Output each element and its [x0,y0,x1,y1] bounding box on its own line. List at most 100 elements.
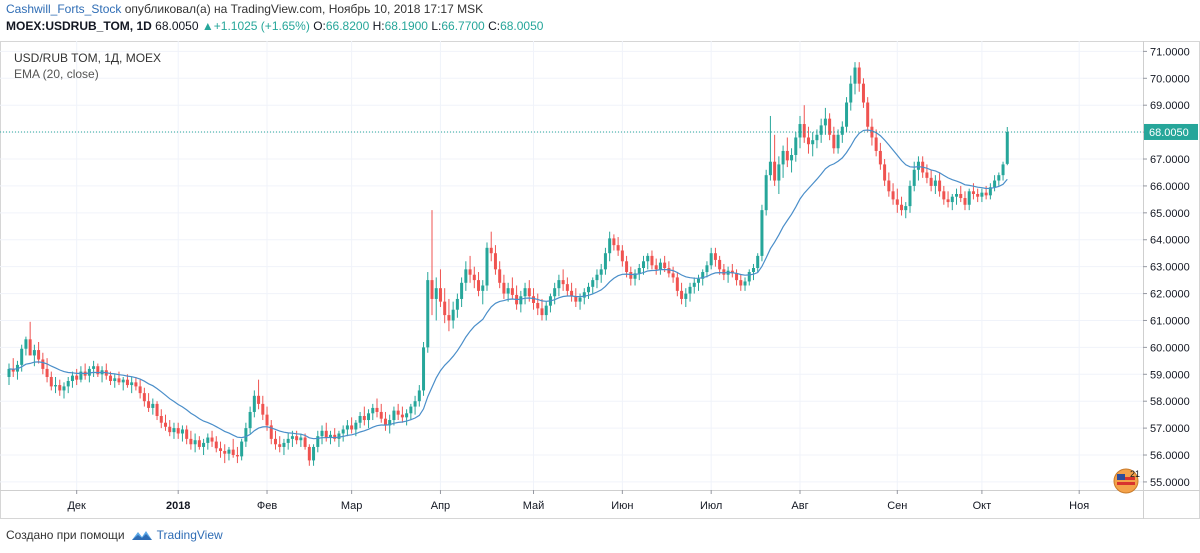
candle-body [642,261,645,268]
candle-body [324,430,328,438]
candle [519,290,523,313]
candle-body [891,191,895,200]
x-tick-label: 2018 [166,500,190,512]
candle [261,395,265,421]
candle-body [426,280,430,348]
candle-body [997,175,1001,181]
candlestick-chart[interactable]: 55.0000 56.0000 57.0000 58.0000 59.0000 60.00… [0,41,1200,519]
candle-body [417,390,421,402]
candle-body [557,280,561,289]
candle [836,129,840,154]
candle-body [303,437,307,447]
candle-body [388,420,392,426]
candle-body [1005,131,1009,164]
candle [295,430,299,445]
candle-body [785,150,789,161]
candle [658,258,662,275]
candle [345,420,349,437]
candle-body [747,272,751,282]
candle [7,363,11,386]
candle-body [257,395,261,404]
candle-body [383,418,387,426]
candle [684,288,688,308]
candle [358,411,362,429]
candle-body [536,302,540,309]
candle [257,379,261,410]
candle [299,433,303,447]
candle [147,393,151,412]
author-link[interactable]: Cashwill_Forts_Stock [6,2,122,16]
candle-body [498,269,502,283]
candle-body [950,196,954,203]
candle [993,175,997,192]
candle [307,444,311,466]
candle-body [540,308,544,316]
candle [955,188,959,205]
candle [849,75,853,111]
candle [608,231,612,262]
candle [629,266,633,286]
candle [117,371,121,386]
candle-body [760,210,764,256]
candle [172,422,176,439]
candle-body [58,385,62,391]
candle [197,436,201,450]
y-tick-label: 61.0000 [1150,315,1190,327]
candle-body [671,273,675,278]
candle [764,169,768,216]
tradingview-link[interactable]: TradingView [131,528,223,542]
candle-body [506,288,510,294]
candle [1001,161,1005,181]
candle-body [874,137,878,151]
candle-body [967,191,971,205]
candle [747,269,751,286]
candle-body [840,126,844,135]
candle-body [358,416,362,423]
candle-body [316,436,320,447]
x-tick-label: Дек [67,500,86,512]
candle-body [227,449,231,454]
indicator-legend[interactable]: EMA (20, close) [14,67,99,81]
candle [510,277,514,299]
candle [536,293,540,316]
y-tick-label: 56.0000 [1150,450,1190,462]
candle-body [45,368,49,377]
candle [303,433,307,450]
candle [92,360,96,377]
candle-body [134,382,138,387]
y-tick-label: 55.0000 [1150,477,1190,489]
candle-body [168,426,172,433]
candle-body [976,194,980,197]
x-tick-label: Ноя [1069,500,1089,512]
flag-badge-icon[interactable]: 21 [1110,466,1142,494]
candle [612,234,616,251]
candle-body [32,350,36,356]
candle-body [312,446,316,461]
candle [430,210,434,316]
candle-body [553,288,557,297]
candle [874,129,878,157]
candle-body [832,134,836,149]
candle-body [705,265,709,273]
candle-body [307,446,311,461]
candle [853,62,857,95]
candle-body [261,403,265,415]
candle [633,269,637,286]
candle-body [963,198,967,205]
high-label: H: [372,19,385,33]
candle-body [328,434,332,438]
x-tick-label: Май [523,500,545,512]
candle-body [582,292,586,298]
low-label: L: [431,19,442,33]
candle-body [730,270,734,274]
candle [151,398,155,415]
candle-body [988,187,992,196]
candle [219,441,222,458]
y-tick-label: 64.0000 [1150,235,1190,247]
candle-body [286,438,290,443]
candle-body [633,273,637,279]
candle-body [908,185,912,207]
candle [1005,126,1009,166]
candle [574,288,578,308]
candle-body [49,376,53,387]
